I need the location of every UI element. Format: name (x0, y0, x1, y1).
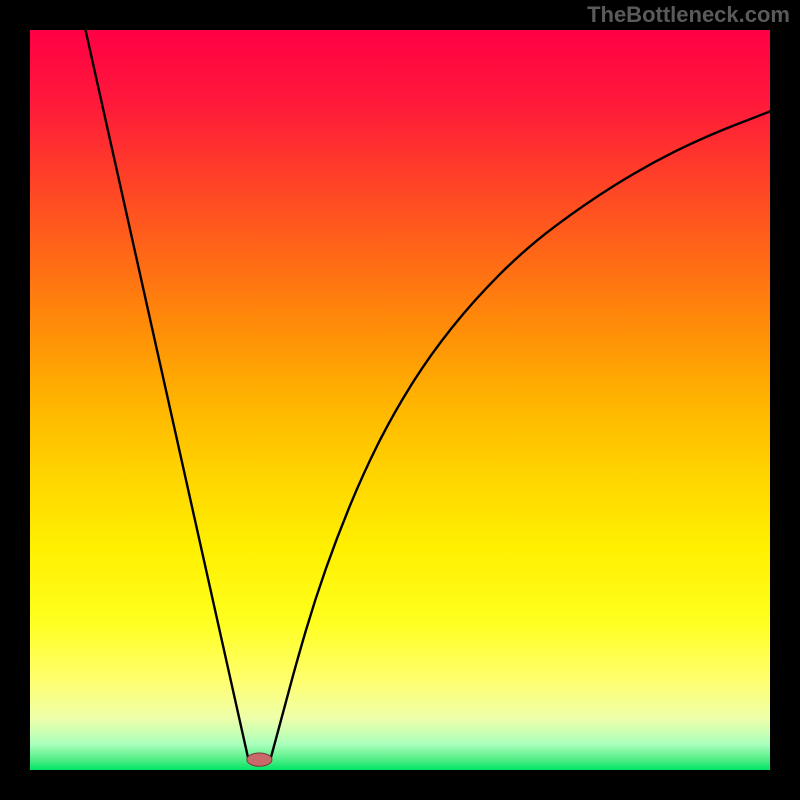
plot-area (30, 30, 770, 770)
bottleneck-curve (86, 30, 771, 759)
chart-container: TheBottleneck.com (0, 0, 800, 800)
watermark-text: TheBottleneck.com (587, 2, 790, 28)
curve-overlay (30, 30, 770, 770)
minimum-marker (247, 753, 272, 766)
